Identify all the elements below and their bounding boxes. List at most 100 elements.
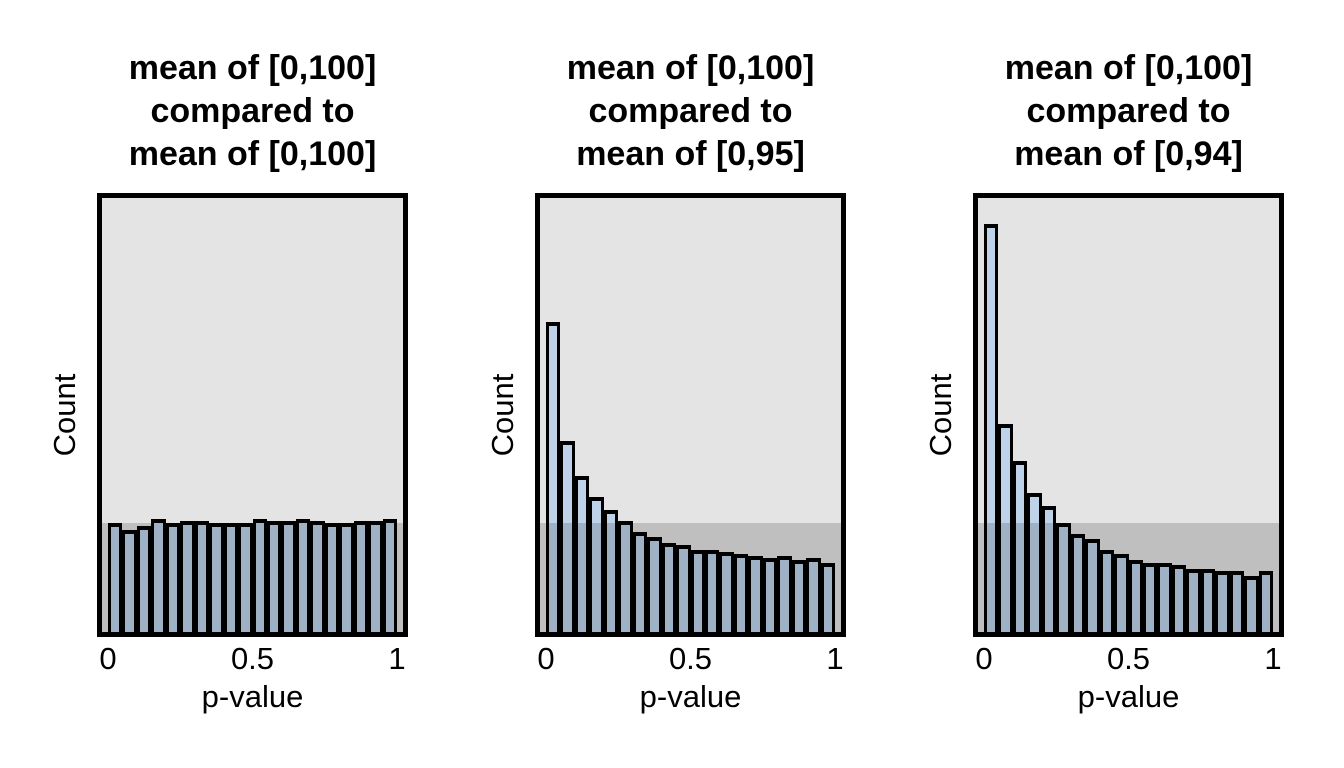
histogram-bar [618,521,633,632]
panel-title-line: mean of [0,94] [1014,135,1243,173]
histogram-bar [368,521,383,632]
histogram-bar [1142,563,1158,632]
histogram-bar [1244,576,1259,632]
panel-title-line: compared to [150,92,355,130]
panel-title-line: mean of [0,100] [128,49,377,87]
histogram-bars [984,198,1274,632]
histogram-bar [589,497,604,632]
plot-area [973,193,1284,637]
x-tick-label: 1 [1264,641,1282,676]
x-tick-label: 0.5 [230,641,275,676]
panel-title: mean of [0,100] compared to mean of [0,9… [909,47,1344,176]
histogram-bar [266,521,282,632]
histogram-bar [690,550,705,632]
y-axis-label: Count [923,373,958,457]
panel-title: mean of [0,100] compared to mean of [0,1… [33,47,472,176]
histogram-bar [704,550,720,632]
histogram-bar [194,521,210,632]
histogram-bar [1027,493,1042,632]
histogram-bar [762,558,778,632]
plot-area [97,193,408,637]
histogram-bar [1099,550,1115,632]
histogram-bar [238,523,253,632]
histogram-panel-2: mean of [0,100] compared to mean of [0,9… [485,0,846,768]
histogram-bar [546,322,561,632]
histogram-bar [180,521,195,632]
histogram-bar [209,523,224,632]
histogram-bar [777,556,792,632]
panel-title-line: mean of [0,95] [576,135,805,173]
x-tick-label: 0 [99,641,117,676]
x-tick-label: 0 [975,641,993,676]
histogram-bar [733,554,749,632]
histogram-bar [136,526,152,632]
histogram-bar [719,552,734,632]
histogram-bar [1070,534,1086,632]
histogram-bars [546,198,836,632]
x-tick-label: 1 [388,641,406,676]
histogram-bar [1041,506,1057,632]
histogram-bar [1056,523,1071,632]
histogram-bar [151,519,166,632]
histogram-bar [1200,569,1216,632]
histogram-bar [1258,571,1274,632]
histogram-panel-3: mean of [0,100] compared to mean of [0,9… [923,0,1284,768]
histogram-bar [324,523,340,632]
histogram-bar [252,519,267,632]
histogram-bar [1128,560,1143,632]
histogram-bar [122,530,137,632]
histogram-bar [1229,571,1245,632]
histogram-bar [295,519,311,632]
histogram-bar [1186,569,1201,632]
panel-title-line: mean of [0,100] [566,49,815,87]
x-axis-ticks: 0 0.5 1 [537,641,843,677]
histogram-bar [1171,565,1187,632]
plot-area [535,193,846,637]
histogram-bar [560,441,575,632]
histogram-bar [603,510,619,632]
histogram-bar [661,543,677,632]
x-axis-label: p-value [1077,679,1180,714]
x-axis-ticks: 0 0.5 1 [99,641,405,677]
x-axis-label: p-value [639,679,742,714]
histogram-bar [339,523,354,632]
histogram-bar [310,521,325,632]
panel-title-line: mean of [0,100] [1004,49,1253,87]
histogram-bar [984,224,999,632]
y-axis-label: Count [485,373,520,457]
histogram-bar [353,521,369,632]
x-tick-label: 1 [826,641,844,676]
panel-title-line: compared to [588,92,793,130]
histogram-bar [676,545,691,632]
histogram-bar [281,521,296,632]
histogram-bar [806,558,821,632]
histogram-bar [632,532,648,632]
panel-title-line: compared to [1026,92,1231,130]
y-axis-label: Count [47,373,82,457]
panel-title: mean of [0,100] compared to mean of [0,9… [471,47,910,176]
histogram-bar [574,476,590,632]
histogram-bar [165,523,181,632]
x-tick-label: 0 [537,641,555,676]
x-tick-label: 0.5 [668,641,713,676]
histogram-bar [108,523,123,632]
histogram-bar [1012,461,1028,632]
histogram-bars [108,198,398,632]
histogram-panel-1: mean of [0,100] compared to mean of [0,1… [47,0,408,768]
histogram-bar [748,556,763,632]
histogram-bar [647,537,662,632]
histogram-bar [1157,563,1172,632]
x-axis-ticks: 0 0.5 1 [975,641,1281,677]
panel-title-line: mean of [0,100] [128,135,377,173]
histogram-bar [998,424,1013,632]
histogram-bar [1215,571,1230,632]
histogram-bar [1085,539,1100,632]
x-tick-label: 0.5 [1106,641,1151,676]
histogram-bar [791,560,807,632]
histogram-bar [1114,554,1129,632]
histogram-bar [223,523,239,632]
x-axis-label: p-value [201,679,304,714]
histogram-bar [820,563,836,632]
histogram-bar [382,519,398,632]
